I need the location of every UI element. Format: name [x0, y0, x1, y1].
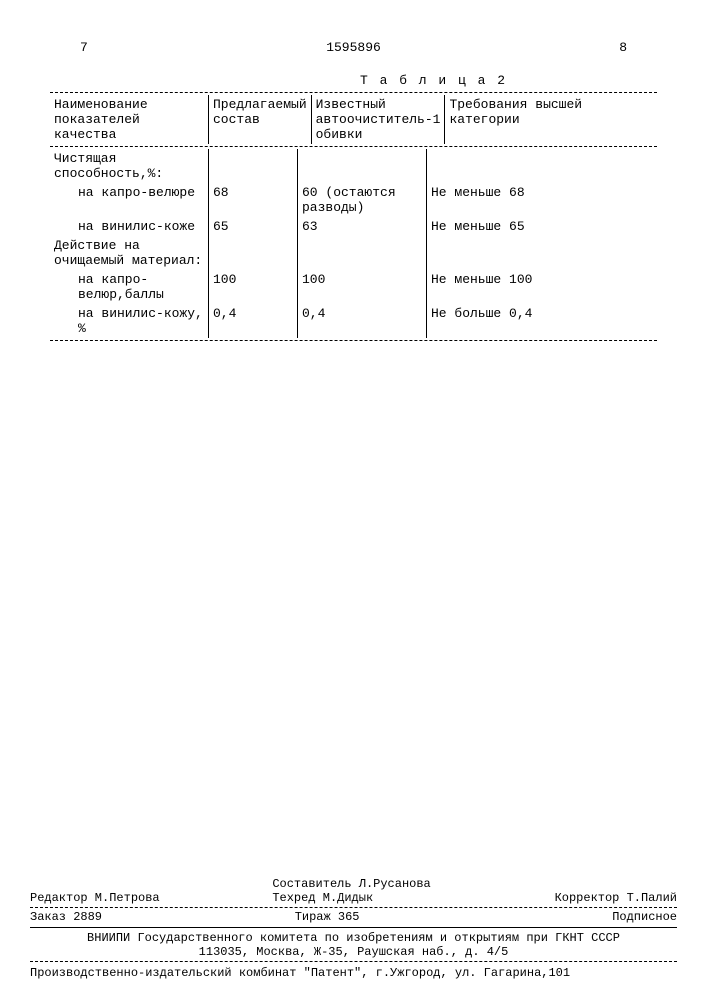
- page-header: 7 1595896 8: [50, 40, 657, 55]
- cell: на капро-велюре: [50, 183, 209, 217]
- cell: Чистящая способность,%:: [50, 149, 209, 183]
- cell: 0,4: [209, 304, 298, 338]
- subscription: Подписное: [612, 910, 677, 924]
- table-header-row: Наименование показателей качества Предла…: [50, 95, 657, 144]
- col-header: Требования высшей категории: [445, 95, 657, 144]
- cell: на капро-велюр,баллы: [50, 270, 209, 304]
- table-top-rule: [50, 92, 657, 93]
- footer-rule-3: [30, 961, 677, 962]
- cell: [298, 149, 427, 183]
- order-number: Заказ 2889: [30, 910, 102, 924]
- table-header-rule: [50, 146, 657, 147]
- doc-number: 1595896: [88, 40, 619, 55]
- cell: на винилис-кожу, %: [50, 304, 209, 338]
- center-credits: Составитель Л.Русанова Техред М.Дидык: [232, 877, 474, 905]
- cell: 100: [298, 270, 427, 304]
- table-row: на винилис-кожу, % 0,4 0,4 Не больше 0,4: [50, 304, 657, 338]
- org-line: ВНИИПИ Государственного комитета по изоб…: [30, 931, 677, 945]
- cell: 68: [209, 183, 298, 217]
- cell: 100: [209, 270, 298, 304]
- data-table-body: Чистящая способность,%: на капро-велюре …: [50, 149, 657, 338]
- col-header: Предлагаемый состав: [209, 95, 312, 144]
- cell: [427, 236, 658, 270]
- techred-credit: Техред М.Дидык: [272, 891, 474, 905]
- producer-line: Производственно-издательский комбинат "П…: [30, 966, 677, 980]
- cell: на винилис-коже: [50, 217, 209, 236]
- cell: 0,4: [298, 304, 427, 338]
- cell: 63: [298, 217, 427, 236]
- footer-block: Редактор М.Петрова Составитель Л.Русанов…: [30, 877, 677, 980]
- table-row: на винилис-коже 65 63 Не меньше 65: [50, 217, 657, 236]
- page-number-right: 8: [619, 40, 627, 55]
- cell: Не меньше 65: [427, 217, 658, 236]
- data-table: Наименование показателей качества Предла…: [50, 95, 657, 144]
- cell: 60 (остаются разводы): [298, 183, 427, 217]
- table-row: Действие на очищаемый материал:: [50, 236, 657, 270]
- address-line: 113035, Москва, Ж-35, Раушская наб., д. …: [30, 945, 677, 959]
- footer-rule-1: [30, 907, 677, 908]
- cell: [427, 149, 658, 183]
- corrector-credit: Корректор Т.Палий: [475, 891, 677, 905]
- col-header: Известный автоочиститель-1 обивки: [311, 95, 445, 144]
- page-number-left: 7: [80, 40, 88, 55]
- editor-credit: Редактор М.Петрова: [30, 891, 232, 905]
- cell: Не меньше 100: [427, 270, 658, 304]
- compiler-credit: Составитель Л.Русанова: [272, 877, 474, 891]
- tirazh: Тираж 365: [102, 910, 612, 924]
- table-row: Чистящая способность,%:: [50, 149, 657, 183]
- cell: [209, 236, 298, 270]
- cell: Не меньше 68: [427, 183, 658, 217]
- col-header: Наименование показателей качества: [50, 95, 209, 144]
- cell: [209, 149, 298, 183]
- cell: [298, 236, 427, 270]
- table-row: на капро-велюре 68 60 (остаются разводы)…: [50, 183, 657, 217]
- table-row: на капро-велюр,баллы 100 100 Не меньше 1…: [50, 270, 657, 304]
- cell: Действие на очищаемый материал:: [50, 236, 209, 270]
- cell: Не больше 0,4: [427, 304, 658, 338]
- cell: 65: [209, 217, 298, 236]
- footer-rule-2: [30, 927, 677, 928]
- table-bottom-rule: [50, 340, 657, 341]
- table-title: Т а б л и ц а 2: [50, 73, 657, 88]
